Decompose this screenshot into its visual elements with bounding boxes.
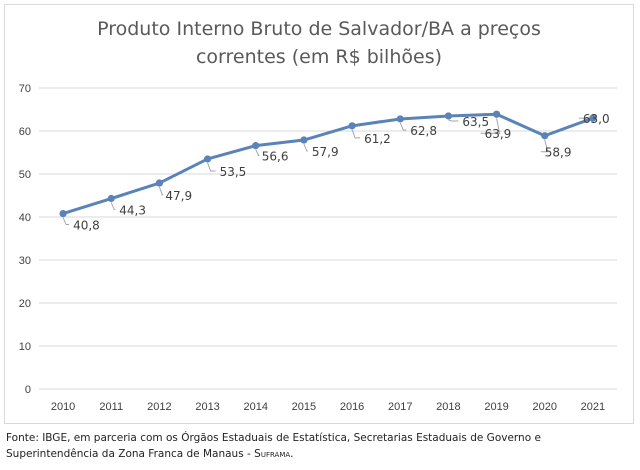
label-leader bbox=[448, 119, 459, 122]
data-label: 63,9 bbox=[485, 127, 512, 141]
y-tick-label: 60 bbox=[19, 126, 31, 138]
x-tick-label: 2010 bbox=[51, 401, 75, 413]
data-label: 47,9 bbox=[165, 189, 192, 203]
label-leader bbox=[399, 122, 407, 131]
data-point bbox=[252, 142, 260, 150]
label-leaders bbox=[62, 117, 597, 226]
data-point bbox=[444, 112, 453, 120]
x-tick-label: 2017 bbox=[388, 401, 412, 413]
source-note: Fonte: IBGE, em parceria com os Órgãos E… bbox=[6, 430, 626, 462]
x-tick-label: 2011 bbox=[99, 401, 123, 413]
source-text: Fonte: IBGE, em parceria com os Órgãos E… bbox=[6, 432, 541, 460]
data-label: 57,9 bbox=[312, 145, 339, 159]
data-label: 40,8 bbox=[73, 219, 100, 233]
data-point bbox=[107, 194, 115, 203]
source-suframa: Suframa bbox=[254, 448, 291, 460]
y-tick-label: 20 bbox=[19, 298, 31, 310]
x-tick-label: 2013 bbox=[195, 401, 219, 413]
data-label: 62,8 bbox=[410, 124, 437, 138]
data-point bbox=[300, 136, 308, 144]
y-tick-label: 30 bbox=[19, 255, 31, 267]
data-label: 58,9 bbox=[545, 146, 572, 160]
label-leader bbox=[255, 149, 260, 157]
label-leader bbox=[158, 186, 164, 196]
chart-title-line-2: correntes (em R$ bilhões) bbox=[196, 46, 442, 68]
data-point bbox=[348, 122, 356, 130]
data-label: 56,6 bbox=[262, 150, 289, 164]
data-point bbox=[203, 155, 212, 163]
x-tick-label: 2018 bbox=[436, 401, 460, 413]
y-tick-label: 0 bbox=[25, 384, 31, 396]
data-point bbox=[492, 110, 501, 118]
x-tick-label: 2020 bbox=[533, 401, 557, 413]
y-tick-label: 50 bbox=[19, 169, 31, 181]
data-label: 44,3 bbox=[119, 204, 146, 218]
gridlines bbox=[39, 87, 617, 390]
x-tick-label: 2021 bbox=[581, 401, 605, 413]
data-point bbox=[589, 114, 597, 122]
series bbox=[59, 110, 597, 218]
label-leader bbox=[480, 118, 501, 134]
line-chart: Produto Interno Bruto de Salvador/BA a p… bbox=[19, 18, 617, 413]
chart-title-line-1: Produto Interno Bruto de Salvador/BA a p… bbox=[97, 18, 541, 40]
label-leader bbox=[351, 129, 361, 139]
x-axis-ticks: 2010 2011 2012 2013 2014 2015 2016 2017 2018 2019… bbox=[51, 401, 605, 413]
data-label: 53,5 bbox=[220, 165, 247, 179]
data-label: 63,5 bbox=[462, 115, 489, 129]
data-label: 63,0 bbox=[583, 112, 610, 126]
x-tick-label: 2019 bbox=[484, 401, 508, 413]
label-leader bbox=[303, 143, 308, 152]
x-tick-label: 2014 bbox=[244, 401, 268, 413]
label-leader bbox=[540, 139, 549, 153]
label-leader bbox=[62, 217, 70, 226]
data-label: 61,2 bbox=[364, 132, 391, 146]
x-tick-label: 2012 bbox=[147, 401, 171, 413]
y-tick-label: 40 bbox=[19, 212, 31, 224]
y-tick-label: 10 bbox=[19, 341, 31, 353]
source-end: . bbox=[290, 448, 294, 460]
data-point bbox=[155, 179, 164, 187]
x-tick-label: 2016 bbox=[340, 401, 364, 413]
y-tick-label: 70 bbox=[19, 83, 31, 95]
y-axis-ticks: 0 10 20 30 40 50 60 70 bbox=[19, 83, 31, 396]
data-point bbox=[59, 209, 67, 218]
x-tick-label: 2015 bbox=[292, 401, 316, 413]
data-point bbox=[396, 115, 404, 123]
data-point bbox=[541, 132, 549, 140]
label-leader bbox=[207, 162, 216, 172]
label-leader bbox=[110, 202, 116, 211]
chart-frame: Produto Interno Bruto de Salvador/BA a p… bbox=[4, 4, 634, 424]
data-labels: 40,8 44,3 47,9 53,5 56,6 57,9 61,2 62,8 63,563,9… bbox=[73, 112, 610, 232]
series-line bbox=[61, 112, 595, 216]
